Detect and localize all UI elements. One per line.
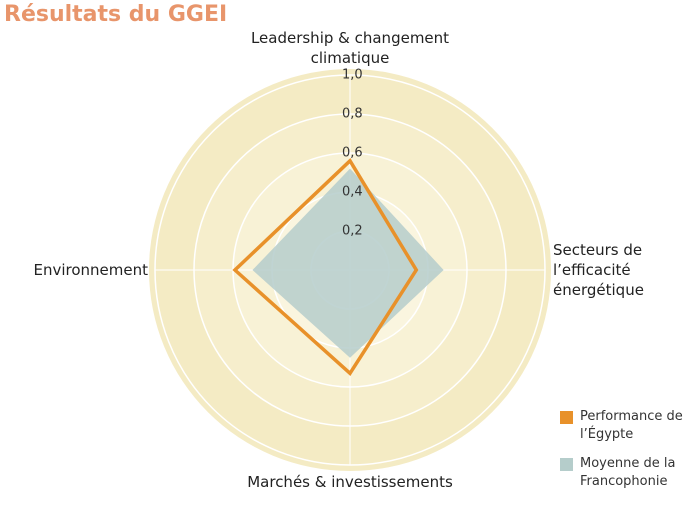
series-outline	[232, 158, 419, 377]
legend-swatch	[560, 458, 573, 471]
axis-label: Environnement	[33, 261, 148, 279]
axis-label: Leadership & changement climatique	[250, 29, 450, 67]
axis-label: Marchés & investissements	[247, 473, 453, 491]
legend-label: Moyenne de la Francophonie	[580, 456, 676, 489]
r-tick-label: 0,8	[342, 107, 363, 122]
r-tick-label: 1,0	[342, 68, 363, 83]
series-area	[252, 168, 444, 358]
legend-swatch	[560, 411, 573, 424]
chart-title: Résultats du GGEI	[4, 2, 228, 27]
axis-label: Secteurs de l’efficacité énergétique	[553, 241, 644, 299]
r-tick-label: 0,4	[342, 185, 363, 200]
legend-label: Performance de l’Égypte	[580, 409, 683, 442]
r-tick-label: 0,2	[342, 224, 363, 239]
r-tick-label: 0,6	[342, 146, 363, 161]
